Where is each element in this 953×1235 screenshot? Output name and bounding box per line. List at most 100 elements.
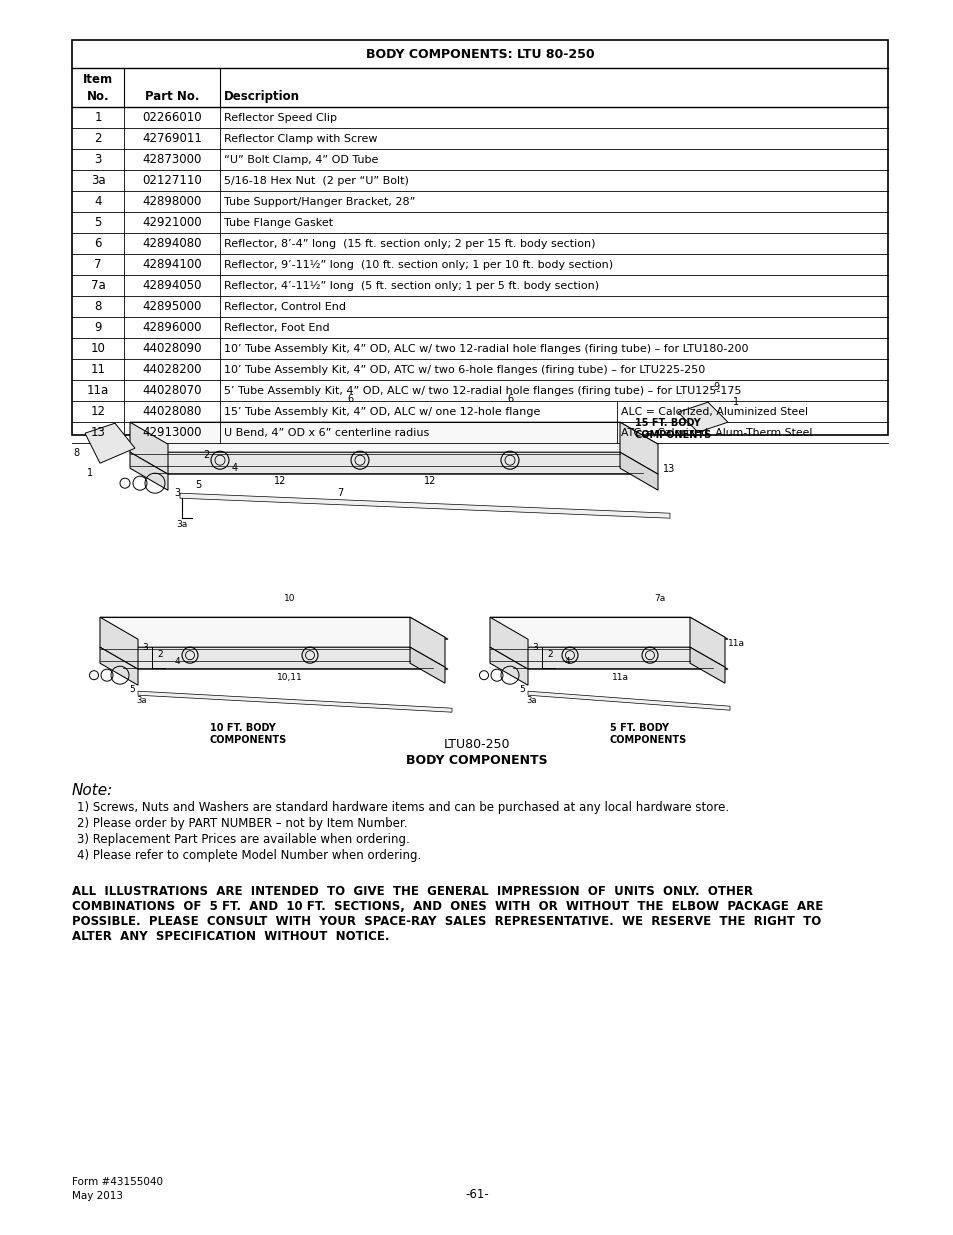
Text: COMBINATIONS  OF  5 FT.  AND  10 FT.  SECTIONS,  AND  ONES  WITH  OR  WITHOUT  T: COMBINATIONS OF 5 FT. AND 10 FT. SECTION… xyxy=(71,900,822,913)
Text: 7: 7 xyxy=(94,258,102,272)
Text: 13: 13 xyxy=(91,426,106,440)
Text: 2) Please order by PART NUMBER – not by Item Number.: 2) Please order by PART NUMBER – not by … xyxy=(77,818,407,830)
Text: ALC = Calorized, Aluminized Steel: ALC = Calorized, Aluminized Steel xyxy=(620,406,807,416)
Text: 5: 5 xyxy=(518,685,524,694)
Text: 3a: 3a xyxy=(176,520,188,530)
Text: 9: 9 xyxy=(94,321,102,335)
Polygon shape xyxy=(410,647,444,683)
Text: BODY COMPONENTS: BODY COMPONENTS xyxy=(406,755,547,767)
Text: 42894080: 42894080 xyxy=(142,237,201,251)
Text: 7: 7 xyxy=(336,488,343,498)
Text: 2: 2 xyxy=(547,650,552,658)
Text: 11a: 11a xyxy=(611,673,628,682)
Text: 10 FT. BODY
COMPONENTS: 10 FT. BODY COMPONENTS xyxy=(210,724,287,745)
Text: Reflector, Control End: Reflector, Control End xyxy=(224,301,346,311)
Text: U Bend, 4” OD x 6” centerline radius: U Bend, 4” OD x 6” centerline radius xyxy=(224,427,429,437)
Text: 1: 1 xyxy=(87,468,93,478)
Polygon shape xyxy=(130,422,168,474)
Text: Reflector Clamp with Screw: Reflector Clamp with Screw xyxy=(224,133,377,143)
Text: 3: 3 xyxy=(142,642,148,652)
Text: 42896000: 42896000 xyxy=(142,321,201,335)
Polygon shape xyxy=(689,618,724,667)
Text: 10,11: 10,11 xyxy=(276,673,302,682)
Text: ALTER  ANY  SPECIFICATION  WITHOUT  NOTICE.: ALTER ANY SPECIFICATION WITHOUT NOTICE. xyxy=(71,930,389,944)
Polygon shape xyxy=(100,618,138,669)
Text: 1) Screws, Nuts and Washers are standard hardware items and can be purchased at : 1) Screws, Nuts and Washers are standard… xyxy=(77,802,728,814)
Text: 42769011: 42769011 xyxy=(142,132,202,146)
Text: POSSIBLE.  PLEASE  CONSULT  WITH  YOUR  SPACE-RAY  SALES  REPRESENTATIVE.  WE  R: POSSIBLE. PLEASE CONSULT WITH YOUR SPACE… xyxy=(71,915,821,929)
Text: 44028080: 44028080 xyxy=(142,405,201,419)
Bar xyxy=(71,40,887,435)
Text: 5: 5 xyxy=(129,685,134,694)
Text: Description: Description xyxy=(224,90,299,104)
Text: Reflector, 4’-11½” long  (5 ft. section only; 1 per 5 ft. body section): Reflector, 4’-11½” long (5 ft. section o… xyxy=(224,280,598,290)
Text: 02266010: 02266010 xyxy=(142,111,202,125)
Polygon shape xyxy=(490,618,727,640)
Text: 3: 3 xyxy=(173,488,180,498)
Text: 42894050: 42894050 xyxy=(142,279,201,293)
Polygon shape xyxy=(410,618,444,667)
Polygon shape xyxy=(100,647,138,685)
Polygon shape xyxy=(490,647,689,663)
Polygon shape xyxy=(619,452,658,490)
Text: 5 FT. BODY
COMPONENTS: 5 FT. BODY COMPONENTS xyxy=(609,724,686,745)
Text: 8: 8 xyxy=(94,300,102,314)
Text: Reflector, Foot End: Reflector, Foot End xyxy=(224,322,330,332)
Text: 15 FT. BODY
COMPONENTS: 15 FT. BODY COMPONENTS xyxy=(635,419,712,440)
Text: Form #43155040: Form #43155040 xyxy=(71,1177,163,1187)
Text: 12: 12 xyxy=(423,477,436,487)
Text: 2: 2 xyxy=(204,451,210,461)
Text: 42921000: 42921000 xyxy=(142,216,202,230)
Polygon shape xyxy=(85,424,135,463)
Text: LTU80-250: LTU80-250 xyxy=(443,739,510,751)
Polygon shape xyxy=(527,692,729,710)
Text: 3: 3 xyxy=(94,153,102,167)
Text: Reflector, 9’-11½” long  (10 ft. section only; 1 per 10 ft. body section): Reflector, 9’-11½” long (10 ft. section … xyxy=(224,259,613,269)
Polygon shape xyxy=(138,692,452,713)
Text: No.: No. xyxy=(87,90,110,104)
Text: 5: 5 xyxy=(94,216,102,230)
Text: 42873000: 42873000 xyxy=(142,153,201,167)
Polygon shape xyxy=(130,422,658,445)
Text: Tube Support/Hanger Bracket, 28”: Tube Support/Hanger Bracket, 28” xyxy=(224,196,415,206)
Text: 5: 5 xyxy=(194,480,201,490)
Text: 4: 4 xyxy=(232,463,238,473)
Text: 4: 4 xyxy=(564,657,570,666)
Text: ATC = Calorized, Alum-Therm Steel: ATC = Calorized, Alum-Therm Steel xyxy=(620,427,812,437)
Polygon shape xyxy=(130,452,168,490)
Text: 02127110: 02127110 xyxy=(142,174,202,188)
Text: 7a: 7a xyxy=(91,279,105,293)
Text: 13: 13 xyxy=(662,464,675,474)
Text: 3: 3 xyxy=(532,642,537,652)
Text: May 2013: May 2013 xyxy=(71,1191,123,1200)
Text: Reflector Speed Clip: Reflector Speed Clip xyxy=(224,112,336,122)
Polygon shape xyxy=(490,647,527,685)
Polygon shape xyxy=(130,422,619,452)
Polygon shape xyxy=(619,422,658,474)
Text: 44028090: 44028090 xyxy=(142,342,201,356)
Text: BODY COMPONENTS: LTU 80-250: BODY COMPONENTS: LTU 80-250 xyxy=(365,48,594,61)
Text: 1: 1 xyxy=(732,398,739,408)
Text: 42898000: 42898000 xyxy=(142,195,201,209)
Text: Note:: Note: xyxy=(71,783,113,798)
Text: Tube Flange Gasket: Tube Flange Gasket xyxy=(224,217,333,227)
Polygon shape xyxy=(100,647,410,663)
Text: 11a: 11a xyxy=(727,638,744,647)
Text: 3) Replacement Part Prices are available when ordering.: 3) Replacement Part Prices are available… xyxy=(77,834,410,846)
Text: 10: 10 xyxy=(91,342,106,356)
Text: 5/16-18 Hex Nut  (2 per “U” Bolt): 5/16-18 Hex Nut (2 per “U” Bolt) xyxy=(224,175,409,185)
Text: 3a: 3a xyxy=(136,697,147,705)
Text: 5’ Tube Assembly Kit, 4” OD, ALC w/ two 12-radial hole flanges (firing tube) – f: 5’ Tube Assembly Kit, 4” OD, ALC w/ two … xyxy=(224,385,740,395)
Text: 44028070: 44028070 xyxy=(142,384,201,398)
Text: 1: 1 xyxy=(94,111,102,125)
Text: 6: 6 xyxy=(506,394,513,404)
Polygon shape xyxy=(678,403,727,432)
Text: 42913000: 42913000 xyxy=(142,426,201,440)
Polygon shape xyxy=(130,452,658,474)
Text: Reflector, 8’-4” long  (15 ft. section only; 2 per 15 ft. body section): Reflector, 8’-4” long (15 ft. section on… xyxy=(224,238,595,248)
Text: 4: 4 xyxy=(94,195,102,209)
Polygon shape xyxy=(100,618,448,640)
Text: -61-: -61- xyxy=(465,1188,488,1200)
Text: 12: 12 xyxy=(91,405,106,419)
Polygon shape xyxy=(180,493,669,519)
